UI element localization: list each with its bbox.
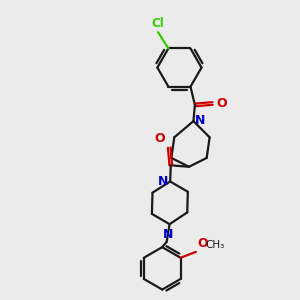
Text: O: O (154, 132, 165, 145)
Text: O: O (197, 237, 208, 250)
Text: Cl: Cl (152, 17, 164, 30)
Text: N: N (158, 175, 168, 188)
Text: N: N (163, 228, 173, 241)
Text: N: N (195, 114, 205, 127)
Text: CH₃: CH₃ (205, 240, 225, 250)
Text: O: O (217, 97, 227, 110)
